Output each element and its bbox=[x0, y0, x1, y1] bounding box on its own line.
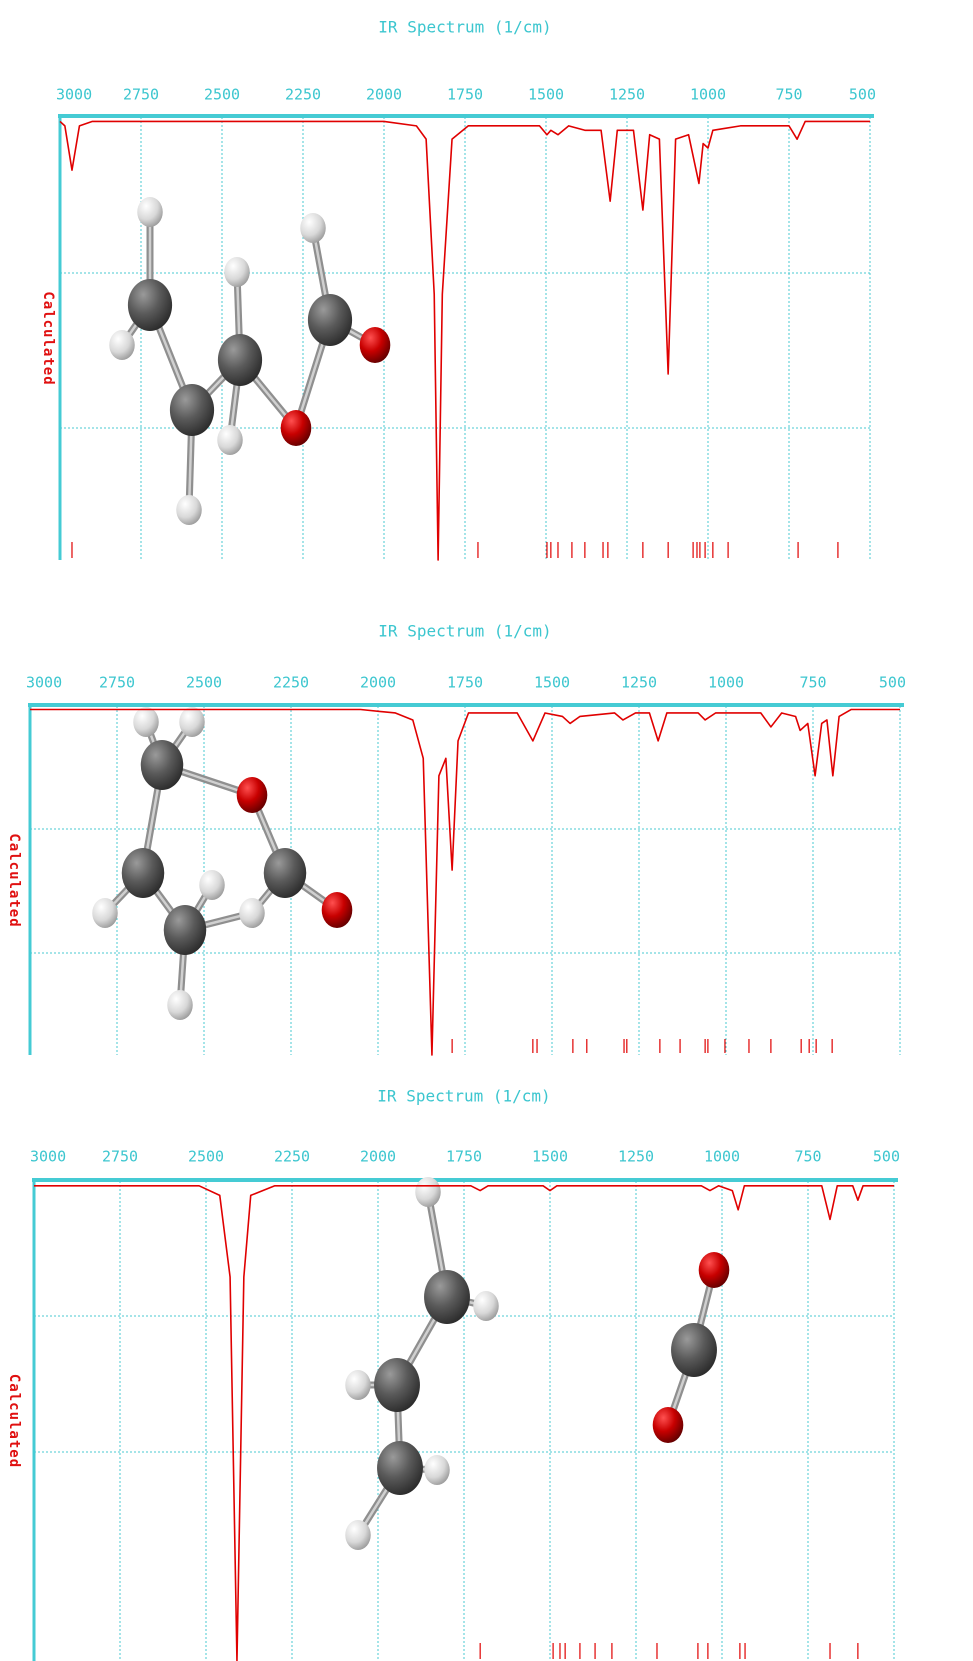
carbon-atom bbox=[377, 1441, 423, 1495]
spectrum-panel: IR Spectrum (1/cm) 3000 2750 2500 2250 2000 17… bbox=[6, 622, 906, 1056]
carbon-atom bbox=[164, 905, 207, 955]
hydrogen-atom bbox=[137, 197, 163, 227]
hydrogen-atom bbox=[239, 898, 265, 928]
molecule bbox=[345, 1177, 729, 1550]
oxygen-atom bbox=[360, 327, 391, 363]
x-tick-label: 2000 bbox=[360, 1148, 396, 1166]
hydrogen-atom bbox=[179, 707, 205, 737]
carbon-atom bbox=[218, 334, 262, 386]
x-tick-label: 1500 bbox=[532, 1148, 568, 1166]
x-tick-label: 2750 bbox=[123, 86, 159, 104]
x-tick-label: 500 bbox=[849, 86, 876, 104]
x-tick-label: 2500 bbox=[188, 1148, 224, 1166]
molecule bbox=[92, 707, 352, 1020]
carbon-atom bbox=[308, 294, 352, 346]
spectrum-panel: IR Spectrum (1/cm) 3000 2750 2500 2250 2000 17… bbox=[6, 1087, 900, 1661]
x-tick-label: 500 bbox=[873, 1148, 900, 1166]
x-tick-label: 2500 bbox=[186, 674, 222, 692]
oxygen-atom bbox=[322, 892, 353, 928]
x-tick-label: 1250 bbox=[618, 1148, 654, 1166]
page: {"chart_data": [ {"type": "line", "title… bbox=[0, 0, 973, 1661]
hydrogen-atom bbox=[424, 1455, 450, 1485]
x-tick-label: 1750 bbox=[447, 86, 483, 104]
hydrogen-atom bbox=[217, 425, 243, 455]
x-tick-label: 1750 bbox=[446, 1148, 482, 1166]
x-tick-label: 1250 bbox=[621, 674, 657, 692]
x-tick-label: 2250 bbox=[274, 1148, 310, 1166]
x-tick-label: 3000 bbox=[30, 1148, 66, 1166]
x-tick-label: 500 bbox=[879, 674, 906, 692]
hydrogen-atom bbox=[109, 330, 135, 360]
hydrogen-atom bbox=[415, 1177, 441, 1207]
hydrogen-atom bbox=[473, 1291, 499, 1321]
carbon-atom bbox=[122, 848, 165, 898]
x-tick-label: 750 bbox=[775, 86, 802, 104]
hydrogen-atom bbox=[345, 1520, 371, 1550]
carbon-atom bbox=[128, 279, 172, 331]
carbon-atom bbox=[424, 1270, 470, 1324]
x-tick-label: 3000 bbox=[56, 86, 92, 104]
chart-title: IR Spectrum (1/cm) bbox=[377, 1087, 550, 1106]
carbon-atom bbox=[671, 1323, 717, 1377]
hydrogen-atom bbox=[345, 1370, 371, 1400]
carbon-atom bbox=[170, 384, 214, 436]
oxygen-atom bbox=[237, 777, 268, 813]
x-tick-label: 3000 bbox=[26, 674, 62, 692]
hydrogen-atom bbox=[176, 495, 202, 525]
x-tick-label: 2250 bbox=[285, 86, 321, 104]
hydrogen-atom bbox=[92, 898, 118, 928]
x-tick-label: 2750 bbox=[102, 1148, 138, 1166]
chart-title: IR Spectrum (1/cm) bbox=[378, 622, 551, 641]
carbon-atom bbox=[141, 740, 184, 790]
x-tick-label: 1000 bbox=[704, 1148, 740, 1166]
y-axis-label: Calculated bbox=[40, 291, 56, 385]
x-tick-label: 2000 bbox=[360, 674, 396, 692]
oxygen-atom bbox=[699, 1252, 730, 1288]
x-tick-label: 1000 bbox=[690, 86, 726, 104]
x-tick-label: 1000 bbox=[708, 674, 744, 692]
y-axis-label: Calculated bbox=[6, 1374, 22, 1468]
molecule bbox=[109, 197, 390, 525]
oxygen-atom bbox=[653, 1407, 684, 1443]
x-tick-label: 2500 bbox=[204, 86, 240, 104]
x-tick-label: 1500 bbox=[528, 86, 564, 104]
x-tick-label: 1250 bbox=[609, 86, 645, 104]
hydrogen-atom bbox=[300, 213, 326, 243]
x-tick-label: 2250 bbox=[273, 674, 309, 692]
hydrogen-atom bbox=[133, 707, 159, 737]
carbon-atom bbox=[374, 1358, 420, 1412]
x-tick-label: 1750 bbox=[447, 674, 483, 692]
x-tick-label: 750 bbox=[794, 1148, 821, 1166]
x-tick-label: 750 bbox=[799, 674, 826, 692]
x-tick-label: 1500 bbox=[534, 674, 570, 692]
hydrogen-atom bbox=[199, 870, 225, 900]
carbon-atom bbox=[264, 848, 307, 898]
oxygen-atom bbox=[281, 410, 312, 446]
hydrogen-atom bbox=[167, 990, 193, 1020]
y-axis-label: Calculated bbox=[6, 833, 22, 927]
chart-sheet: IR Spectrum (1/cm) 3000 2750 2500 2250 2000 17… bbox=[0, 0, 973, 1661]
x-tick-label: 2750 bbox=[99, 674, 135, 692]
chart-title: IR Spectrum (1/cm) bbox=[378, 18, 551, 37]
x-tick-label: 2000 bbox=[366, 86, 402, 104]
spectrum-panel: IR Spectrum (1/cm) 3000 2750 2500 2250 2000 17… bbox=[40, 18, 876, 561]
hydrogen-atom bbox=[224, 257, 250, 287]
